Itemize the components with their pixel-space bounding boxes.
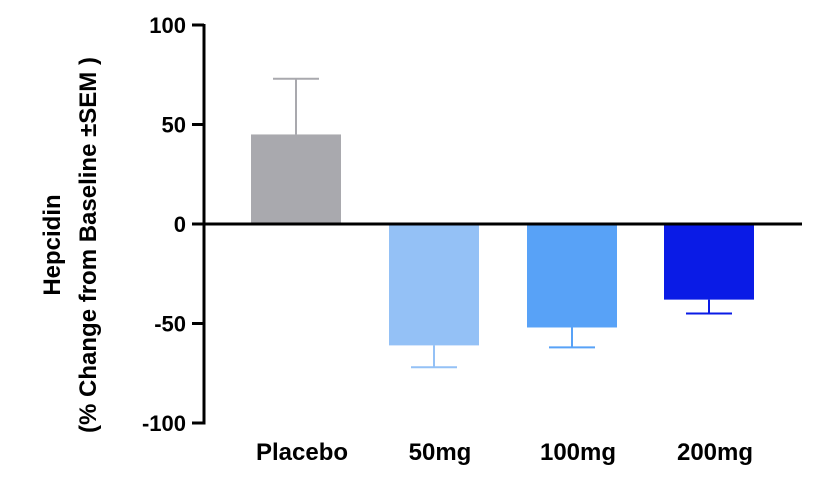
category-label: 200mg	[677, 439, 753, 466]
y-tick-label: -100	[142, 411, 186, 436]
y-tick-label: 50	[162, 113, 186, 138]
category-label: 50mg	[409, 439, 472, 466]
y-axis-title-line2: (% Change from Baseline ±SEM )	[75, 57, 102, 433]
y-tick-label: -50	[154, 312, 186, 337]
bars	[251, 77, 754, 369]
category-labels: Placebo 50mg 100mg 200mg	[256, 439, 753, 466]
y-axis-ticks: 100 50 0 -50 -100	[142, 13, 204, 436]
bar-100mg	[527, 224, 617, 328]
category-label: 100mg	[540, 439, 616, 466]
axes	[202, 24, 802, 425]
bar-50mg	[389, 224, 479, 346]
category-label: Placebo	[256, 439, 348, 466]
y-axis-title: Hepcidin (% Change from Baseline ±SEM )	[39, 57, 102, 433]
y-tick-label: 100	[149, 13, 186, 38]
y-axis-title-line1: Hepcidin	[39, 194, 66, 295]
y-tick-label: 0	[174, 212, 186, 237]
bar-placebo	[251, 134, 341, 224]
bar-200mg	[664, 224, 754, 300]
